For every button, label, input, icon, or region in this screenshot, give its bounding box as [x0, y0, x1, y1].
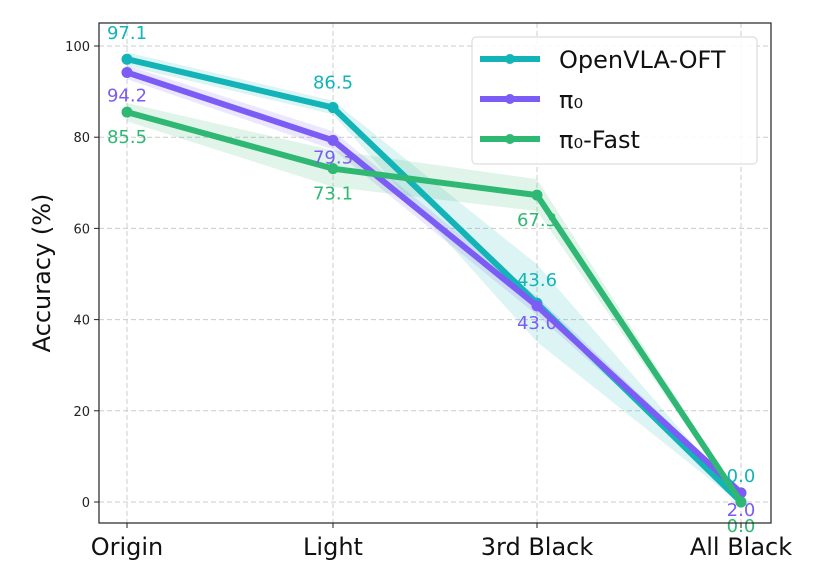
y-tick-label: 100 — [65, 40, 90, 55]
x-axis: Origin Light 3rd Black All Black — [91, 523, 792, 561]
legend-label: π₀-Fast — [559, 126, 640, 154]
data-point — [121, 66, 133, 78]
y-axis-label: Accuracy (%) — [28, 194, 56, 353]
y-tick-label: 80 — [73, 131, 90, 146]
series-line-2 — [124, 109, 744, 505]
data-label: 79.3 — [313, 147, 353, 168]
legend-label: π₀ — [559, 86, 583, 114]
data-label: 2.0 — [727, 500, 756, 521]
legend-swatch-marker — [505, 134, 515, 144]
data-point — [121, 53, 133, 65]
x-tick-label: 3rd Black — [481, 533, 594, 561]
data-label: 94.2 — [107, 85, 147, 106]
data-label: 85.5 — [107, 127, 147, 148]
y-tick-label: 60 — [73, 222, 90, 237]
data-label: 43.0 — [517, 313, 557, 334]
data-point — [531, 300, 543, 312]
legend: OpenVLA-OFT π₀ π₀-Fast — [471, 36, 758, 165]
data-point — [121, 106, 133, 118]
axes-frame — [98, 22, 772, 524]
data-point — [735, 496, 747, 508]
y-tick-label: 40 — [73, 314, 90, 329]
legend-swatch-marker — [505, 54, 515, 64]
data-point — [531, 189, 543, 201]
y-axis: 0 20 40 60 80 100 — [65, 40, 99, 511]
y-tick-label: 20 — [73, 405, 90, 420]
data-label-layer: 97.1 86.5 43.6 0.0 94.2 79.3 43.0 2.0 85.5 73.1 67… — [107, 23, 755, 537]
data-label: 73.1 — [313, 184, 353, 205]
data-label: 0.0 — [727, 466, 756, 487]
grid-layer — [99, 23, 771, 523]
x-tick-label: All Black — [690, 533, 792, 561]
legend-frame — [471, 36, 758, 165]
legend-label: OpenVLA-OFT — [559, 46, 726, 74]
x-tick-label: Light — [303, 533, 363, 561]
line-layer — [121, 53, 747, 508]
data-point — [327, 134, 339, 146]
series-line-1 — [124, 69, 744, 496]
x-tick-label: Origin — [91, 533, 164, 561]
legend-swatch-marker — [505, 94, 515, 104]
data-point — [327, 102, 339, 114]
y-tick-label: 0 — [82, 496, 90, 511]
data-label: 43.6 — [517, 270, 557, 291]
data-label: 86.5 — [313, 73, 353, 94]
data-label: 67.3 — [517, 210, 557, 231]
data-point — [327, 163, 339, 175]
data-label: 97.1 — [107, 23, 147, 44]
